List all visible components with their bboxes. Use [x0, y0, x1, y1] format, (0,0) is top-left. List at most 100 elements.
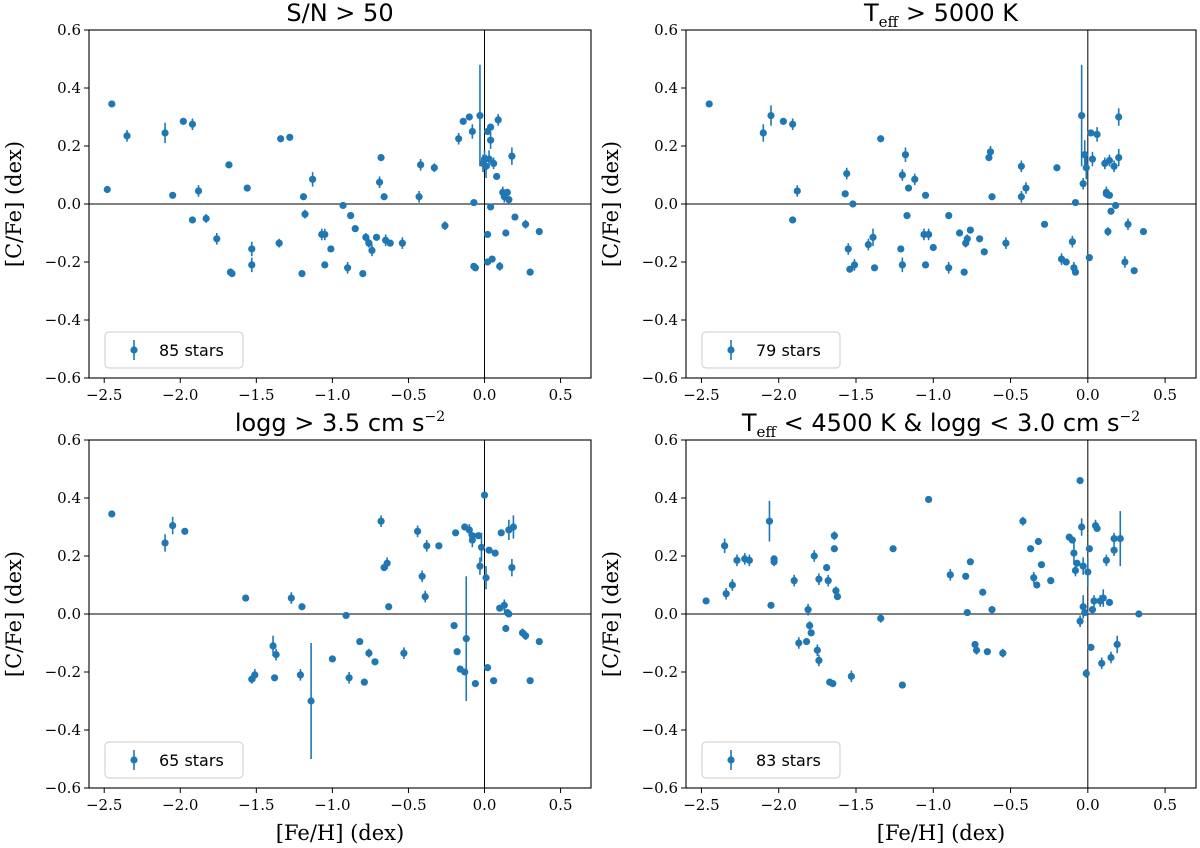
data-point	[850, 261, 859, 269]
y-tick-label: −0.6	[642, 779, 678, 797]
legend-box	[701, 741, 841, 779]
data-point	[321, 261, 329, 269]
data-point	[1017, 162, 1025, 170]
data-point	[1071, 566, 1080, 575]
data-point	[779, 117, 787, 125]
data-point	[490, 159, 498, 167]
data-point	[228, 270, 236, 278]
data-point	[962, 572, 970, 580]
data-point	[535, 637, 543, 646]
data-point	[1079, 562, 1087, 570]
data-point	[870, 264, 879, 272]
y-tick-label: 0.6	[654, 21, 678, 39]
y-tick-label: −0.2	[642, 253, 678, 271]
data-point	[398, 239, 406, 247]
data-point	[1053, 164, 1061, 172]
legend-box	[104, 741, 244, 779]
data-point	[179, 117, 187, 125]
x-tick-label: 0.5	[1153, 796, 1177, 814]
data-point	[526, 268, 534, 276]
legend: 85 stars	[104, 331, 244, 369]
data-point	[807, 629, 815, 637]
data-point	[1034, 537, 1042, 546]
data-point	[980, 248, 988, 256]
x-tick-label: 0.5	[1153, 386, 1177, 404]
data-point	[483, 230, 492, 239]
data-point	[487, 123, 495, 131]
data-point	[356, 637, 364, 646]
data-point	[465, 526, 473, 534]
data-point	[1030, 574, 1038, 582]
x-tick-label: −2.5	[86, 386, 122, 404]
y-tick-label: 0.4	[57, 79, 81, 97]
data-point	[833, 593, 842, 601]
x-tick-label: −2.5	[86, 796, 122, 814]
data-point	[477, 543, 486, 551]
data-point	[417, 161, 425, 169]
data-point	[1073, 559, 1081, 567]
data-point	[277, 135, 285, 143]
data-point	[789, 120, 797, 128]
x-tick-label: −1.0	[915, 386, 951, 404]
panel-title: Teff > 5000 K	[863, 0, 1019, 31]
data-point	[251, 671, 259, 679]
x-tick-label: −0.5	[992, 796, 1028, 814]
data-point	[400, 649, 408, 657]
data-point	[1076, 617, 1084, 625]
data-point	[1104, 227, 1112, 236]
data-point	[1093, 524, 1101, 533]
data-point	[988, 606, 996, 614]
data-point	[911, 175, 919, 183]
data-point	[194, 187, 203, 195]
data-point	[359, 270, 367, 278]
data-point	[1081, 608, 1089, 617]
data-point	[966, 226, 974, 234]
legend-marker	[130, 346, 138, 354]
data-point	[1071, 268, 1080, 276]
data-point	[1107, 653, 1115, 662]
data-point	[415, 193, 423, 201]
data-point	[309, 175, 317, 183]
data-point	[485, 155, 493, 163]
data-point	[1105, 598, 1114, 607]
x-axis-label: [Fe/H] (dex)	[276, 821, 404, 845]
data-point	[1115, 154, 1123, 162]
data-point	[903, 212, 911, 220]
data-point	[503, 188, 511, 196]
data-point	[383, 559, 391, 567]
data-point	[413, 527, 422, 535]
data-point	[829, 680, 837, 688]
data-point	[1019, 517, 1027, 525]
data-point	[921, 261, 930, 269]
data-point	[372, 233, 381, 241]
data-point	[1113, 640, 1121, 649]
panel-3: −2.5 −2.0 −1.5 −1.0 −0.5 0.0 0.5 −0.6 −0.4 −0.2 0.…	[2, 409, 592, 845]
data-point	[418, 572, 426, 580]
data-point	[103, 185, 111, 194]
data-point	[721, 542, 729, 550]
data-point	[362, 233, 370, 241]
data-point	[459, 117, 467, 125]
data-point	[169, 191, 177, 199]
data-point	[1110, 162, 1118, 170]
data-point	[482, 162, 490, 170]
data-point	[901, 151, 910, 159]
panel-4: −2.5 −2.0 −1.5 −1.0 −0.5 0.0 0.5 −0.6 −0.4 −0.2 0.…	[599, 409, 1197, 845]
data-point	[815, 656, 823, 665]
data-point	[702, 597, 710, 605]
data-point	[307, 697, 315, 705]
data-point	[728, 581, 736, 589]
data-point	[722, 590, 730, 598]
data-point	[298, 603, 306, 611]
x-tick-label: 0.5	[549, 796, 573, 814]
data-point	[795, 639, 803, 647]
data-point	[181, 527, 189, 535]
y-tick-label: −0.2	[45, 663, 81, 681]
panel-2: −2.5 −2.0 −1.5 −1.0 −0.5 0.0 0.5 −0.6 −0.4 −0.2 0.…	[599, 0, 1197, 404]
data-point	[476, 111, 484, 120]
data-point	[377, 517, 385, 525]
y-tick-label: −0.6	[642, 369, 678, 387]
data-point	[347, 212, 355, 220]
y-tick-label: −0.4	[45, 721, 81, 739]
